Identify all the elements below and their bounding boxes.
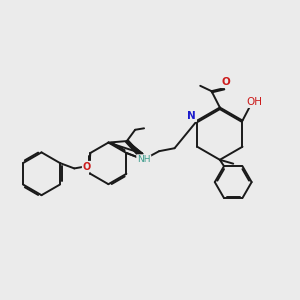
Text: NH: NH [137,155,151,164]
Text: O: O [221,77,230,87]
Text: O: O [83,162,91,172]
Text: OH: OH [246,97,262,107]
Text: N: N [188,111,196,121]
